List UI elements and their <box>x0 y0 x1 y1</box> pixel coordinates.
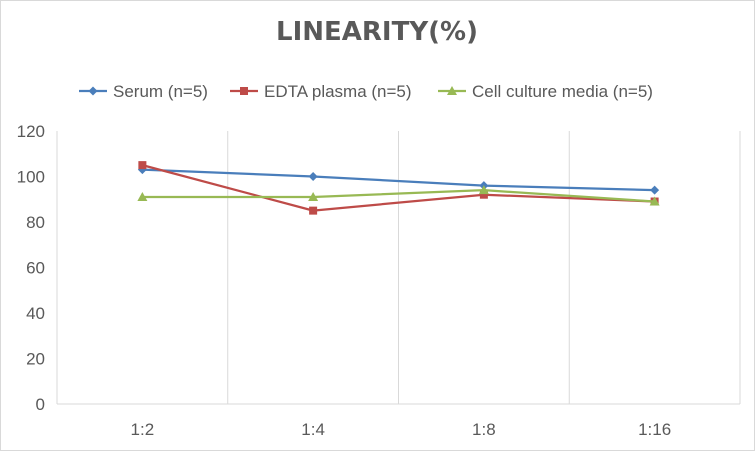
legend-marker <box>240 87 248 95</box>
data-point <box>308 191 319 201</box>
data-point <box>137 191 148 201</box>
series-group <box>137 161 660 215</box>
data-point <box>138 161 147 170</box>
series-0 <box>137 165 660 195</box>
legend-label: Serum (n=5) <box>113 82 208 101</box>
legend-label: EDTA plasma (n=5) <box>264 82 412 101</box>
legend-item: Serum (n=5) <box>79 82 208 101</box>
y-tick-label: 120 <box>17 122 45 141</box>
legend-marker <box>447 86 457 95</box>
data-point <box>479 190 488 199</box>
legend-marker <box>88 86 98 96</box>
y-tick-label: 20 <box>26 350 45 369</box>
data-point <box>308 172 318 181</box>
legend: Serum (n=5) EDTA plasma (n=5) Cell culture… <box>79 82 653 101</box>
data-point <box>650 185 660 195</box>
x-tick-label: 1:16 <box>638 420 671 439</box>
y-tick-label: 40 <box>26 304 45 323</box>
legend-item: EDTA plasma (n=5) <box>230 82 412 101</box>
data-point <box>649 196 660 206</box>
x-tick-label: 1:8 <box>472 420 496 439</box>
chart-title: LINEARITY(%) <box>276 17 478 47</box>
series-2 <box>137 185 660 206</box>
data-point <box>309 206 318 215</box>
grid <box>227 131 741 404</box>
axes: 0 20 40 60 80 100 120 1:2 1:4 1:8 1:16 <box>17 122 740 439</box>
y-tick-label: 0 <box>36 395 45 414</box>
x-tick-label: 1:4 <box>301 420 325 439</box>
series-line <box>142 189 655 203</box>
legend-item: Cell culture media (n=5) <box>438 82 653 101</box>
y-tick-label: 100 <box>17 168 45 187</box>
y-tick-label: 80 <box>26 213 45 232</box>
series-line <box>142 168 655 192</box>
y-tick-label: 60 <box>26 259 45 278</box>
data-point <box>478 185 489 195</box>
series-line <box>142 164 655 212</box>
legend-label: Cell culture media (n=5) <box>472 82 653 101</box>
x-tick-label: 1:2 <box>131 420 155 439</box>
